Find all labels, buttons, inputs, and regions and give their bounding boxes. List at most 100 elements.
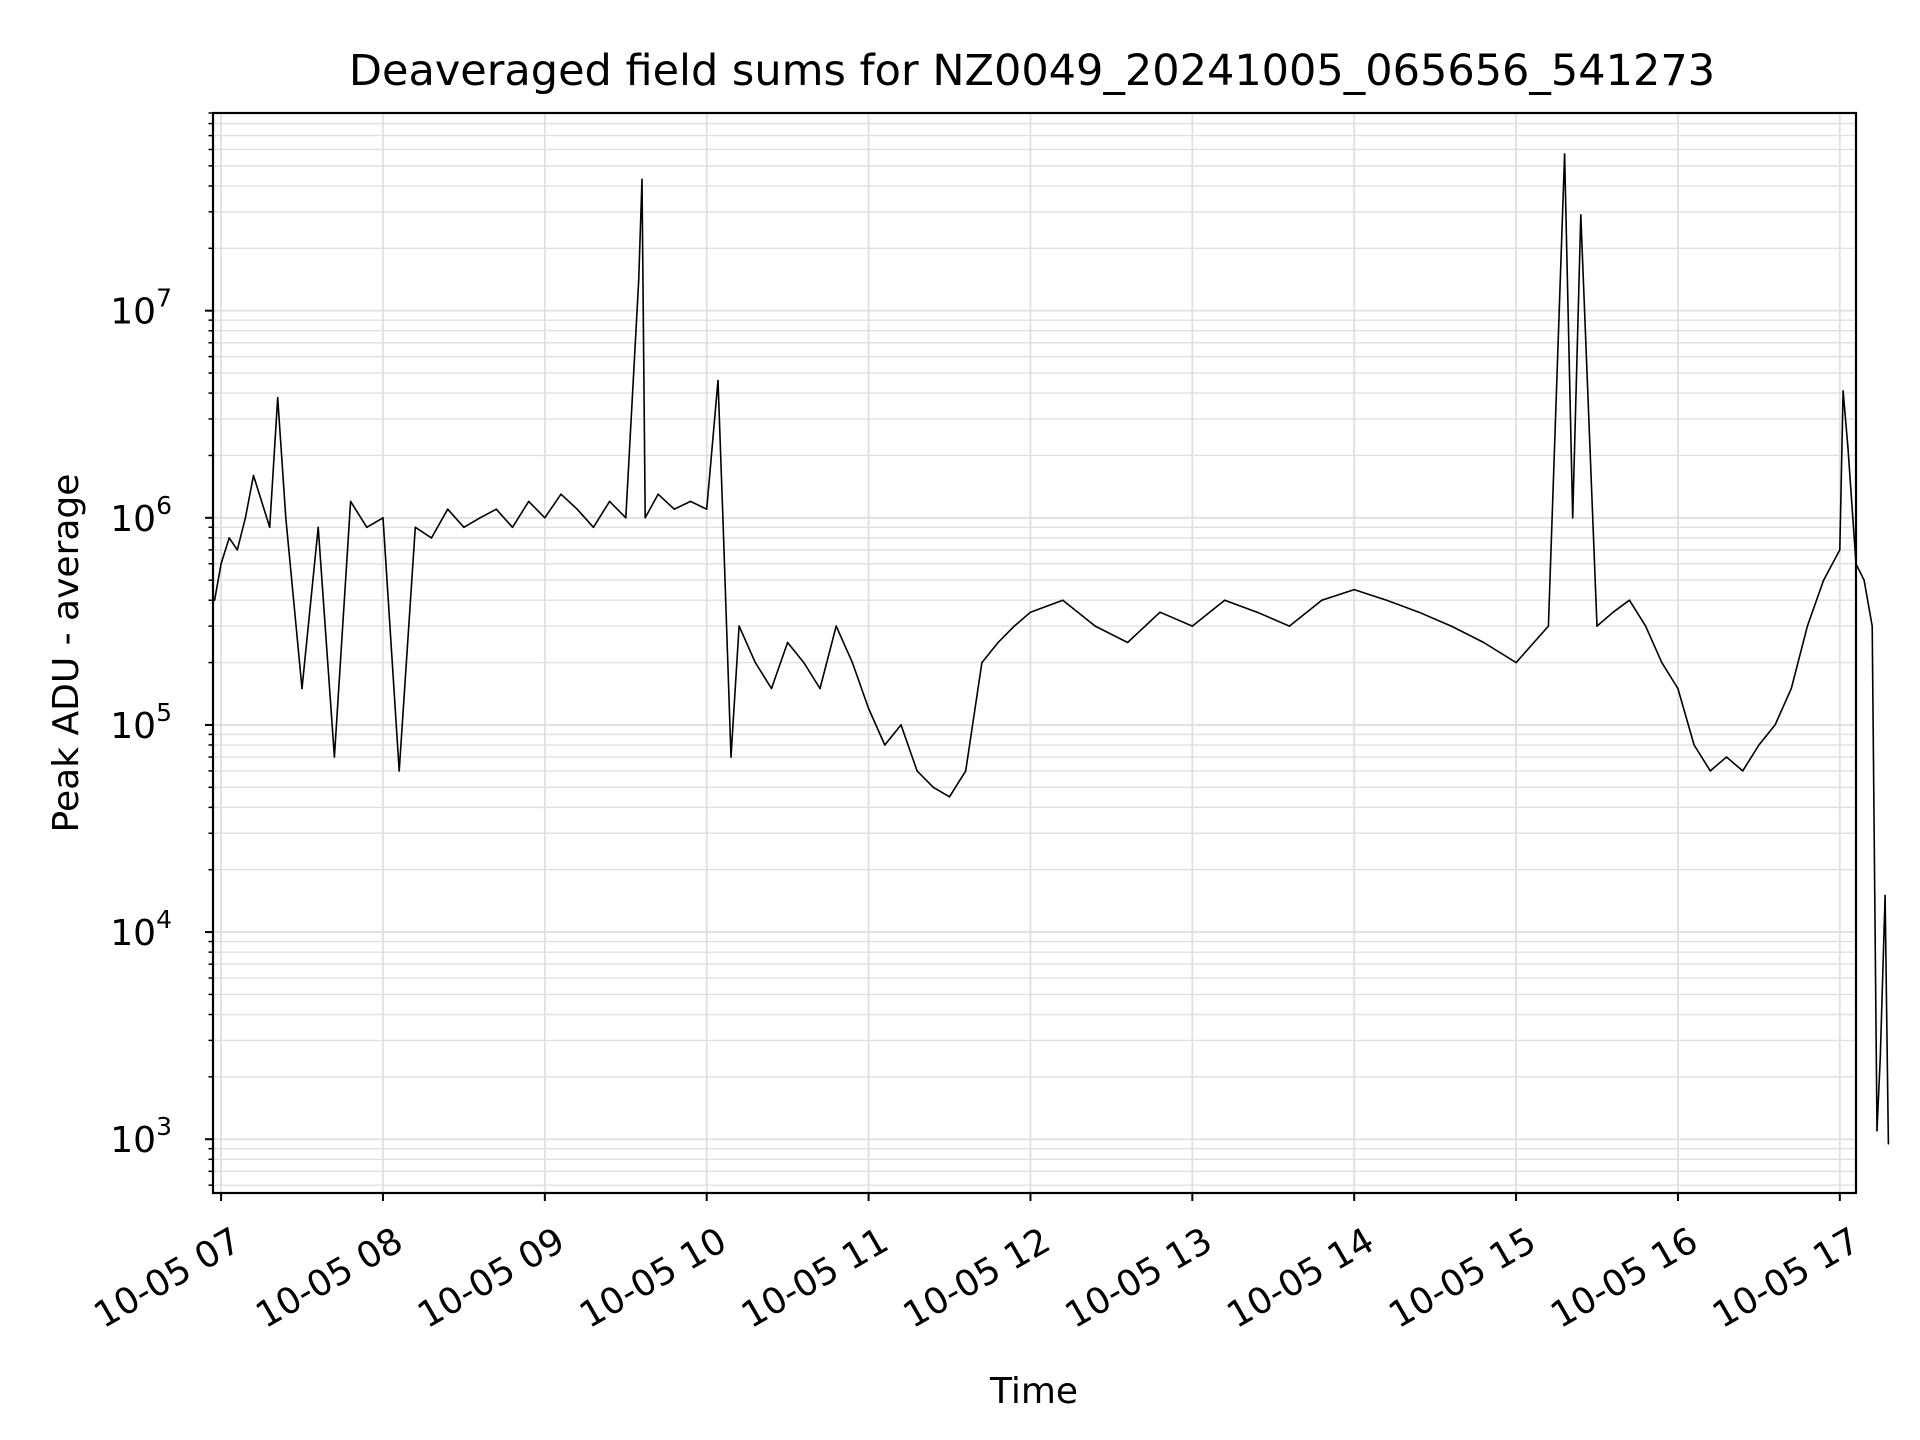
y-tick-base: 10: [110, 292, 156, 333]
data-point: [398, 770, 401, 772]
data-point: [1661, 661, 1663, 664]
y-tick-exponent: 4: [156, 905, 172, 934]
data-point: [430, 537, 433, 539]
x-axis-label: Time: [989, 1371, 1078, 1412]
data-point: [1677, 687, 1679, 690]
data-point: [1887, 1143, 1890, 1145]
y-axis-label: Peak ADU - average: [46, 474, 87, 833]
data-point: [1418, 611, 1420, 613]
data-point: [1879, 1056, 1882, 1058]
data-point: [479, 517, 481, 519]
data-point: [884, 744, 886, 746]
data-point: [1094, 625, 1096, 627]
y-tick-label: 106: [110, 491, 172, 540]
data-point: [1571, 517, 1574, 519]
series-group: [213, 153, 1890, 1145]
data-point: [1725, 756, 1728, 758]
data-point: [730, 756, 732, 758]
data-point: [867, 707, 870, 710]
data-point: [1871, 625, 1873, 627]
y-tick-label: 107: [110, 284, 172, 333]
data-point: [770, 687, 773, 690]
data-point: [948, 796, 951, 798]
data-point: [268, 526, 271, 529]
grid: [213, 112, 1856, 1193]
data-point: [276, 396, 279, 399]
data-point: [673, 508, 676, 511]
data-point: [333, 756, 336, 758]
data-point: [717, 379, 719, 382]
data-point: [1353, 588, 1355, 591]
data-point: [625, 517, 627, 519]
data-point: [1847, 446, 1849, 448]
data-point: [1515, 661, 1517, 664]
data-point: [1013, 625, 1016, 627]
data-point: [1628, 599, 1631, 601]
data-point: [851, 661, 854, 664]
data-point: [1596, 625, 1598, 627]
data-point: [819, 687, 821, 690]
data-point: [576, 508, 578, 511]
data-point: [932, 786, 935, 789]
data-point: [900, 724, 902, 726]
data-point: [1029, 611, 1032, 613]
data-point: [1612, 611, 1614, 613]
data-point: [220, 563, 222, 565]
y-tick-label: 104: [110, 905, 172, 954]
data-point: [689, 500, 692, 503]
data-point: [1126, 641, 1129, 644]
data-point: [637, 279, 640, 282]
y-tick-base: 10: [110, 706, 156, 747]
data-point: [1256, 611, 1258, 613]
data-point: [1842, 390, 1844, 392]
plot-frame: [211, 111, 1858, 1195]
data-point: [301, 687, 303, 690]
y-tick-exponent: 5: [156, 698, 172, 727]
data-point: [527, 500, 530, 503]
data-point: [644, 517, 646, 519]
data-point: [1822, 579, 1825, 581]
data-point: [1758, 744, 1760, 746]
data-point: [414, 526, 417, 529]
data-point: [495, 508, 498, 511]
data-point: [1806, 625, 1809, 627]
data-point: [1223, 599, 1226, 601]
data-point: [608, 500, 611, 503]
data-point: [349, 500, 352, 503]
data-point: [1741, 770, 1744, 772]
y-tick-base: 10: [110, 499, 156, 540]
y-tick-base: 10: [110, 913, 156, 954]
data-point: [1321, 599, 1323, 601]
data-point: [1644, 625, 1647, 627]
data-point: [1693, 744, 1695, 746]
data-point: [228, 537, 230, 539]
data-point: [260, 500, 263, 503]
data-point: [738, 625, 740, 627]
y-tick-label: 103: [110, 1112, 172, 1161]
data-point: [1839, 549, 1841, 551]
series-line-0: [213, 153, 1890, 1144]
y-tick-base: 10: [110, 1120, 156, 1161]
data-point: [446, 508, 449, 511]
data-point: [366, 526, 368, 529]
data-point: [1884, 894, 1886, 897]
data-point: [641, 178, 643, 181]
y-tick-label: 105: [110, 698, 172, 747]
data-point: [1790, 687, 1793, 690]
data-point: [1876, 1129, 1878, 1132]
data-point: [964, 770, 967, 772]
data-point: [916, 770, 918, 772]
y-tick-exponent: 6: [156, 491, 172, 520]
data-point: [705, 508, 708, 511]
data-point: [592, 526, 595, 529]
data-point: [236, 549, 239, 551]
data-point: [1863, 579, 1865, 581]
data-point: [317, 526, 320, 529]
data-point: [981, 661, 983, 664]
data-point: [997, 641, 999, 644]
data-point: [1159, 611, 1161, 613]
data-point: [544, 517, 546, 519]
data-point: [1709, 770, 1712, 772]
